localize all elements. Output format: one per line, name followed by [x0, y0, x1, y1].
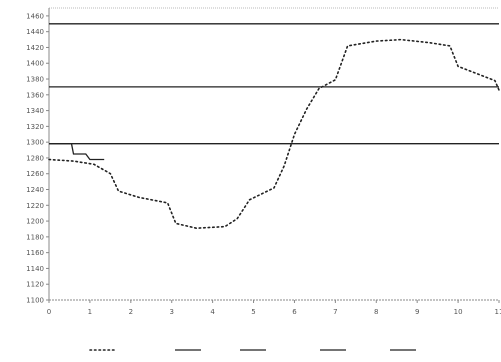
y-tick-label: 1300 — [26, 139, 44, 147]
series-line-1 — [48, 38, 500, 230]
y-tick-label: 1420 — [26, 44, 44, 52]
x-tick-label: 3 — [169, 308, 173, 316]
y-tick-label: 1340 — [26, 107, 44, 115]
y-tick-label: 1240 — [26, 186, 44, 194]
y-axis: 1100 1120 1140 1160 1180 1200 1220 1240 1260 1280… — [26, 12, 49, 305]
y-tick-label: 1460 — [26, 12, 44, 20]
x-tick-label: 4 — [210, 308, 215, 316]
y-tick-label: 1280 — [26, 154, 44, 162]
series-layer — [48, 23, 500, 230]
y-tick-label: 1260 — [26, 170, 44, 178]
x-tick-label: 8 — [374, 308, 378, 316]
y-tick-label: 1360 — [26, 91, 44, 99]
y-tick-label: 1140 — [26, 265, 44, 273]
y-tick-label: 1200 — [26, 218, 44, 226]
y-tick-label: 1120 — [26, 281, 44, 289]
x-tick-label: 10 — [454, 308, 463, 316]
x-tick-label: 5 — [251, 308, 255, 316]
x-tick-label: 2 — [129, 308, 133, 316]
x-axis: 0 1 2 3 4 5 6 7 8 9 10 11 — [47, 300, 501, 316]
y-tick-label: 1220 — [26, 202, 44, 210]
x-tick-label: 1 — [88, 308, 92, 316]
x-tick-label: 11 — [495, 308, 501, 316]
y-tick-label: 1400 — [26, 60, 44, 68]
y-tick-label: 1380 — [26, 76, 44, 84]
y-tick-label: 1160 — [26, 249, 44, 257]
x-tick-label: 0 — [47, 308, 51, 316]
y-tick-label: 1320 — [26, 123, 44, 131]
x-tick-label: 9 — [415, 308, 419, 316]
x-tick-label: 7 — [333, 308, 337, 316]
series-line-5 — [49, 143, 105, 161]
plot-frame — [48, 7, 499, 301]
y-tick-label: 1100 — [26, 297, 44, 305]
x-tick-label: 6 — [292, 308, 297, 316]
y-tick-label: 1440 — [26, 28, 44, 36]
y-tick-label: 1180 — [26, 233, 44, 241]
